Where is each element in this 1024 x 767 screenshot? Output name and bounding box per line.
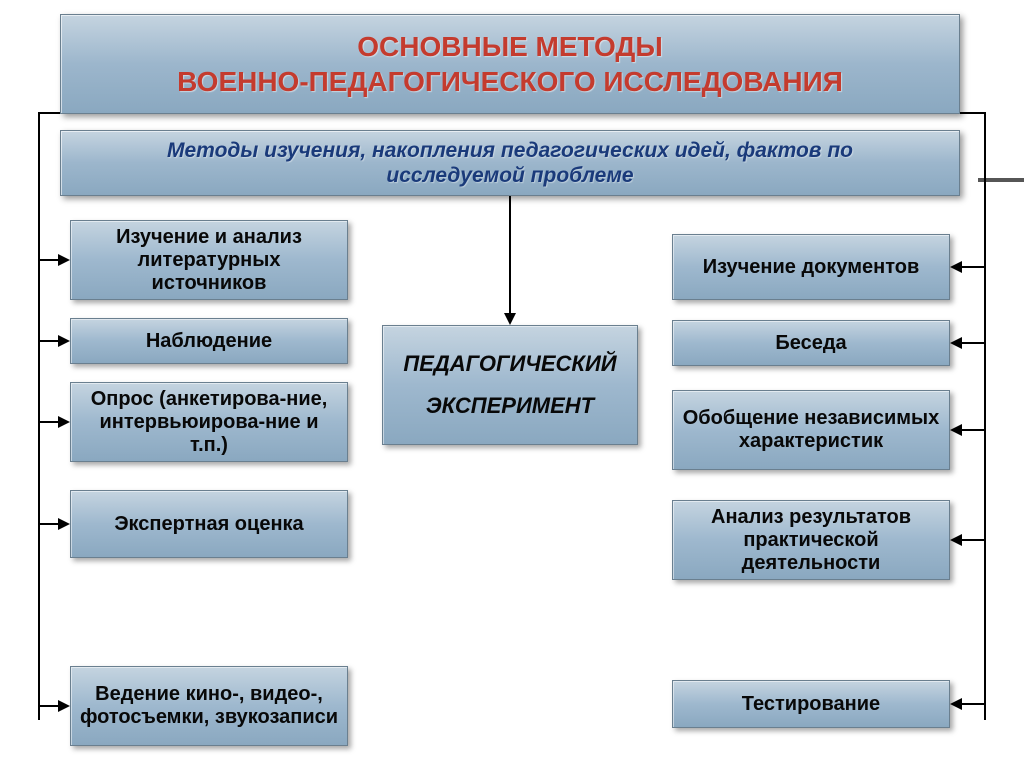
right-box-text-2: Обобщение независимых характеристик bbox=[681, 407, 941, 453]
right-box-text-0: Изучение документов bbox=[703, 256, 920, 279]
subtitle-line2: исследуемой проблеме bbox=[386, 163, 633, 188]
right-box-text-1: Беседа bbox=[775, 332, 846, 355]
right-box-text-4: Тестирование bbox=[742, 693, 880, 716]
left-box-text-0: Изучение и анализ литературных источнико… bbox=[79, 226, 339, 295]
center-line1: ПЕДАГОГИЧЕСКИЙ bbox=[403, 343, 616, 385]
subtitle-line1: Методы изучения, накопления педагогическ… bbox=[167, 138, 853, 163]
left-box-1: Наблюдение bbox=[70, 318, 348, 364]
right-box-2: Обобщение независимых характеристик bbox=[672, 390, 950, 470]
title-line1: ОСНОВНЫЕ МЕТОДЫ bbox=[357, 29, 662, 64]
title-panel: ОСНОВНЫЕ МЕТОДЫ ВОЕННО-ПЕДАГОГИЧЕСКОГО И… bbox=[60, 14, 960, 114]
left-box-text-3: Экспертная оценка bbox=[114, 513, 303, 536]
center-box: ПЕДАГОГИЧЕСКИЙ ЭКСПЕРИМЕНТ bbox=[382, 325, 638, 445]
left-box-text-1: Наблюдение bbox=[146, 330, 272, 353]
right-box-4: Тестирование bbox=[672, 680, 950, 728]
left-box-0: Изучение и анализ литературных источнико… bbox=[70, 220, 348, 300]
center-line2: ЭКСПЕРИМЕНТ bbox=[426, 385, 594, 427]
left-box-4: Ведение кино-, видео-, фотосъемки, звуко… bbox=[70, 666, 348, 746]
left-box-2: Опрос (анкетирова-ние, интервьюирова-ние… bbox=[70, 382, 348, 462]
left-box-text-4: Ведение кино-, видео-, фотосъемки, звуко… bbox=[79, 683, 339, 729]
right-box-3: Анализ результатов практической деятельн… bbox=[672, 500, 950, 580]
title-line2: ВОЕННО-ПЕДАГОГИЧЕСКОГО ИССЛЕДОВАНИЯ bbox=[177, 64, 843, 99]
left-box-text-2: Опрос (анкетирова-ние, интервьюирова-ние… bbox=[79, 388, 339, 457]
subtitle-panel: Методы изучения, накопления педагогическ… bbox=[60, 130, 960, 196]
right-box-1: Беседа bbox=[672, 320, 950, 366]
left-box-3: Экспертная оценка bbox=[70, 490, 348, 558]
right-box-0: Изучение документов bbox=[672, 234, 950, 300]
right-box-text-3: Анализ результатов практической деятельн… bbox=[681, 506, 941, 575]
